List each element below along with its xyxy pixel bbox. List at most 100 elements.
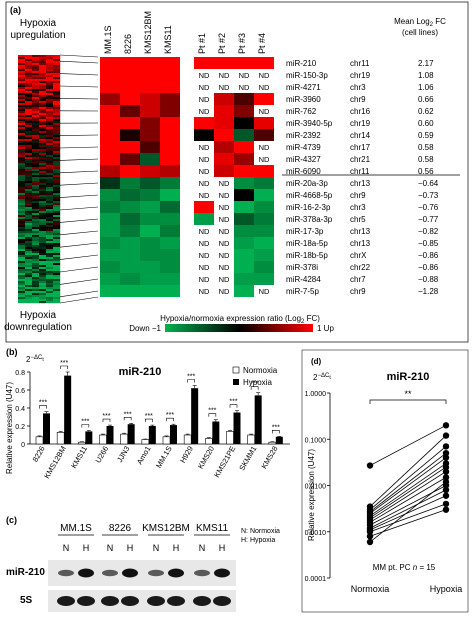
blot-row-label-mir210: miR-210 bbox=[6, 567, 45, 578]
heatmap-cell bbox=[140, 81, 160, 93]
overview-heatmap-cell bbox=[18, 291, 26, 294]
zoom-connector-line bbox=[59, 73, 99, 76]
row-label-mirna: miR-2392 bbox=[286, 131, 321, 140]
overview-heatmap-cell bbox=[25, 217, 33, 220]
overview-heatmap-cell bbox=[46, 65, 54, 68]
overview-heatmap-cell bbox=[32, 163, 40, 166]
overview-heatmap-cell bbox=[46, 221, 54, 224]
overview-heatmap-cell bbox=[25, 259, 33, 262]
overview-heatmap-cell bbox=[32, 169, 40, 172]
heatmap-cell bbox=[234, 237, 254, 249]
zoom-connector-line bbox=[59, 158, 99, 161]
overview-heatmap-cell bbox=[39, 147, 47, 150]
overview-heatmap-cell bbox=[18, 257, 26, 260]
overview-heatmap-cell bbox=[25, 241, 33, 244]
overview-heatmap-cell bbox=[53, 247, 61, 250]
panel-d-y-tick-label: 0.0001 bbox=[305, 576, 327, 583]
overview-heatmap-cell bbox=[46, 295, 54, 298]
overview-heatmap-cell bbox=[53, 103, 61, 106]
row-label-fold-change: −0.82 bbox=[418, 227, 439, 236]
overview-heatmap-cell bbox=[53, 91, 61, 94]
overview-heatmap-cell bbox=[39, 217, 47, 220]
overview-heatmap-cell bbox=[39, 225, 47, 228]
overview-heatmap-cell bbox=[25, 119, 33, 122]
heatmap-cell-nd-label: ND bbox=[199, 191, 210, 200]
overview-heatmap-cell bbox=[46, 77, 54, 80]
zoom-connector-line bbox=[59, 296, 99, 304]
overview-heatmap-cell bbox=[39, 235, 47, 238]
overview-heatmap-cell bbox=[18, 157, 26, 160]
heatmap-cell bbox=[120, 201, 140, 213]
overview-heatmap-cell bbox=[25, 117, 33, 120]
blot-group-label: 8226 bbox=[109, 523, 132, 534]
significance-bracket bbox=[272, 430, 280, 434]
overview-heatmap-cell bbox=[46, 229, 54, 232]
overview-heatmap-cell bbox=[18, 99, 26, 102]
overview-heatmap-cell bbox=[53, 187, 61, 190]
row-label-mirna: miR-6090 bbox=[286, 167, 321, 176]
bar-hypoxia bbox=[191, 388, 199, 444]
heatmap-cell bbox=[194, 129, 214, 141]
heatmap-cell bbox=[234, 153, 254, 165]
panel-d-paired-points bbox=[366, 422, 450, 546]
overview-heatmap-cell bbox=[53, 109, 61, 112]
overview-heatmap-cell bbox=[53, 235, 61, 238]
overview-heatmap-cell bbox=[53, 291, 61, 294]
overview-heatmap-cell bbox=[53, 147, 61, 150]
overview-heatmap-cell bbox=[46, 247, 54, 250]
overview-heatmap-cell bbox=[53, 279, 61, 282]
overview-heatmap-cell bbox=[46, 297, 54, 300]
panel-b-category-label: KMS11 bbox=[69, 445, 89, 470]
heatmap-cell bbox=[194, 213, 214, 225]
overview-heatmap-cell bbox=[25, 297, 33, 300]
heatmap-cell bbox=[234, 189, 254, 201]
overview-heatmap-cell bbox=[32, 259, 40, 262]
panel-b-category-label: JJN3 bbox=[115, 445, 131, 464]
heatmap-cell bbox=[120, 105, 140, 117]
overview-heatmap-cell bbox=[32, 157, 40, 160]
overview-heatmap-cell bbox=[53, 157, 61, 160]
overview-heatmap-cell bbox=[18, 105, 26, 108]
heatmap-cell bbox=[140, 129, 160, 141]
overview-heatmap-cell bbox=[46, 257, 54, 260]
blot-lane-label: N bbox=[199, 543, 206, 553]
overview-heatmap-cell bbox=[25, 55, 33, 58]
overview-heatmap-cell bbox=[53, 181, 61, 184]
overview-heatmap-cell bbox=[39, 261, 47, 264]
blot-group-label: KMS12BM bbox=[142, 523, 190, 534]
panel-b-category-label: KMS21PE bbox=[212, 445, 237, 479]
overview-heatmap-cell bbox=[46, 235, 54, 238]
overview-heatmap-cell bbox=[18, 89, 26, 92]
heatmap-cell bbox=[160, 141, 180, 153]
significance-marker: *** bbox=[208, 408, 216, 415]
overview-heatmap-cell bbox=[25, 205, 33, 208]
overview-heatmap-cell bbox=[32, 117, 40, 120]
heatmap-cell bbox=[140, 93, 160, 105]
overview-heatmap-cell bbox=[53, 217, 61, 220]
overview-heatmap-cell bbox=[32, 149, 40, 152]
overview-heatmap-cell bbox=[25, 203, 33, 206]
overview-heatmap-cell bbox=[53, 85, 61, 88]
heatmap-cell bbox=[234, 129, 254, 141]
overview-heatmap-cell bbox=[32, 179, 40, 182]
overview-heatmap-cell bbox=[18, 135, 26, 138]
panel-b-category-label: MM.1S bbox=[154, 445, 174, 470]
overview-heatmap-cell bbox=[46, 165, 54, 168]
overview-heatmap-cell bbox=[18, 147, 26, 150]
overview-heatmap-cell bbox=[46, 265, 54, 268]
overview-heatmap-cell bbox=[39, 89, 47, 92]
overview-heatmap-cell bbox=[46, 191, 54, 194]
overview-heatmap-cell bbox=[53, 215, 61, 218]
overview-heatmap-cell bbox=[39, 121, 47, 124]
panel-b-label: (b) bbox=[6, 347, 18, 357]
row-label-chromosome: chr9 bbox=[350, 287, 366, 296]
overview-heatmap-cell bbox=[32, 295, 40, 298]
heatmap-cell bbox=[140, 105, 160, 117]
overview-heatmap-cell bbox=[18, 301, 26, 304]
overview-heatmap-cell bbox=[46, 293, 54, 296]
overview-heatmap-cell bbox=[53, 113, 61, 116]
heatmap-cell-nd bbox=[194, 177, 214, 189]
paired-line bbox=[369, 435, 447, 507]
blot-band-mir210 bbox=[102, 569, 118, 577]
overview-heatmap-cell bbox=[53, 207, 61, 210]
